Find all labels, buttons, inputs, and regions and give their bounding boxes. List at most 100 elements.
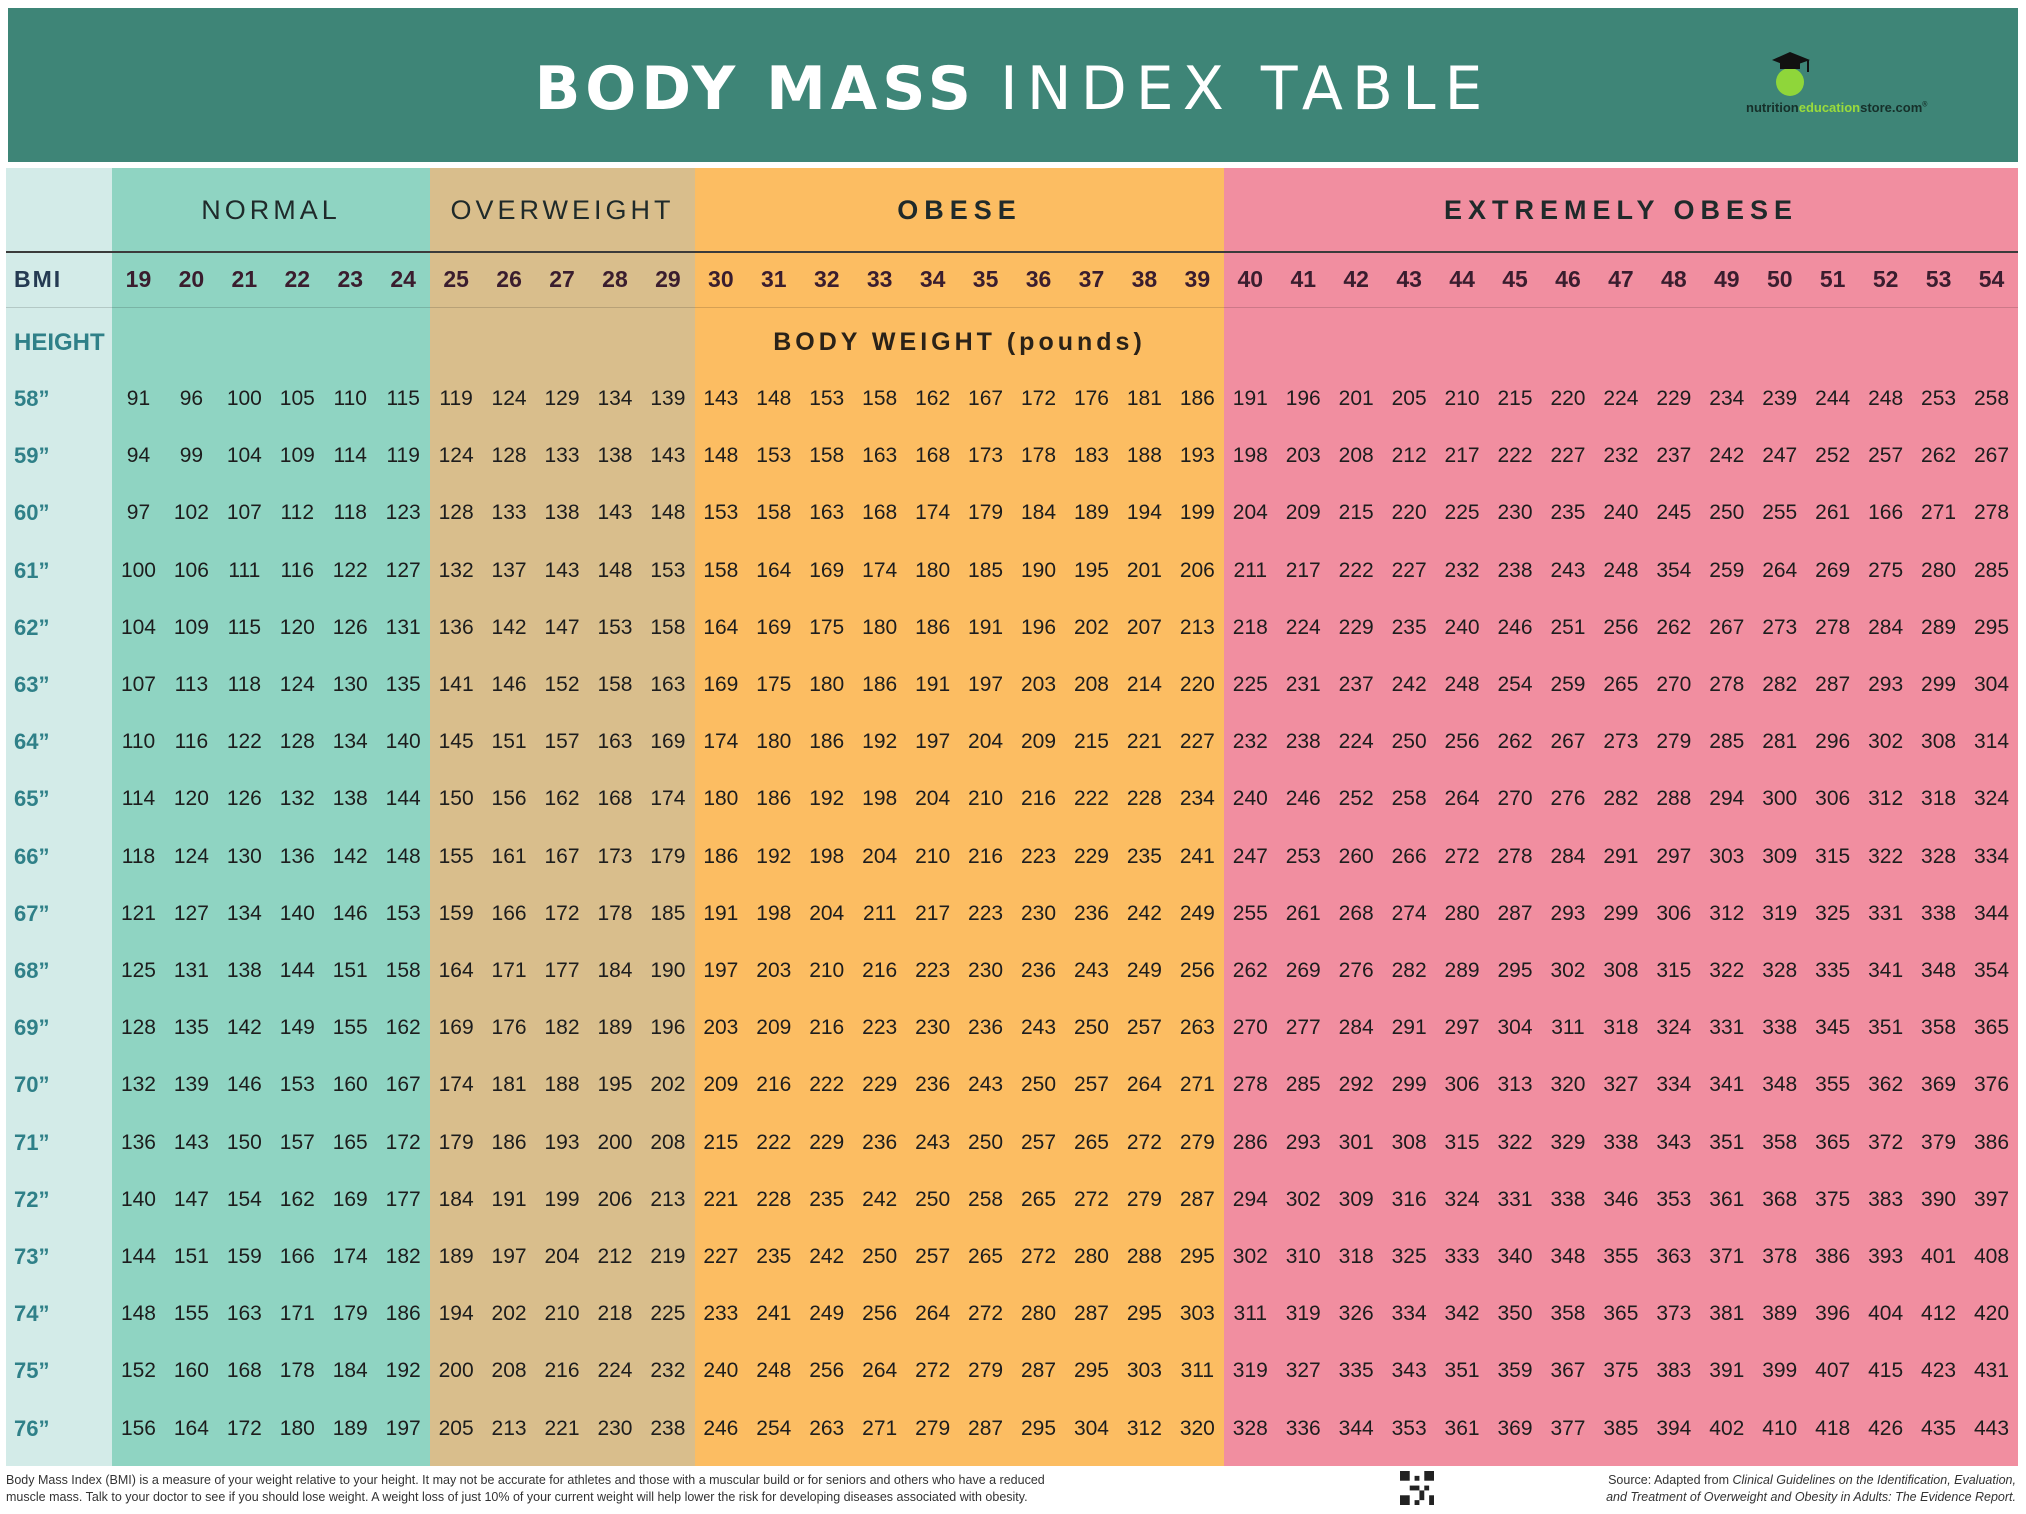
weight-cell: 243 [1073,959,1109,982]
weight-cell: 118 [121,844,156,868]
bmi-value: 49 [1714,266,1740,292]
weight-cell: 225 [650,1302,686,1326]
weight-cell: 312 [1126,1416,1162,1440]
weight-cell: 361 [1444,1416,1480,1440]
weight-cell: 168 [226,1359,262,1383]
height-value: 76” [14,1415,50,1441]
height-value: 60” [14,500,50,526]
weight-cell: 353 [1656,1187,1692,1211]
weight-cell: 179 [650,844,686,868]
weight-cell: 193 [1179,444,1215,468]
weight-cell: 150 [226,1130,262,1154]
weight-cell: 232 [650,1359,686,1383]
weight-cell: 144 [385,787,421,811]
weight-cell: 247 [1762,444,1798,468]
weight-cell: 146 [332,901,368,925]
weight-cell: 124 [173,844,209,868]
weight-cell: 217 [1444,444,1480,468]
bmi-value: 40 [1237,266,1264,292]
bmi-value: 37 [1078,266,1105,292]
weight-cell: 166 [1868,501,1904,525]
weight-cell: 359 [1497,1359,1533,1383]
weight-cell: 338 [1550,1187,1586,1211]
bmi-value: 24 [390,266,416,292]
weight-cell: 329 [1550,1130,1586,1154]
weight-cell: 236 [968,1016,1004,1040]
weight-cell: 188 [544,1073,580,1097]
weight-cell: 208 [1073,673,1109,696]
weight-cell: 259 [1550,673,1586,696]
weight-cell: 303 [1709,844,1745,868]
weight-cell: 176 [491,1016,527,1040]
weight-cell: 272 [915,1359,951,1383]
weight-cell: 386 [1815,1245,1851,1268]
weight-cell: 111 [228,558,261,582]
weight-cell: 201 [1338,387,1374,410]
weight-cell: 267 [1973,444,2010,468]
weight-cell: 389 [1762,1302,1798,1326]
weight-cell: 197 [491,1245,527,1268]
weight-cell: 336 [1285,1416,1321,1440]
weight-cell: 331 [1709,1016,1745,1040]
weight-cell: 240 [1603,501,1639,525]
weight-cell: 153 [703,501,739,525]
weight-cell: 144 [279,959,315,982]
weight-cell: 153 [279,1073,315,1097]
weight-cell: 267 [1550,730,1586,754]
weight-cell: 362 [1868,1073,1904,1097]
weight-cell: 143 [597,501,633,525]
weight-cell: 256 [1603,615,1639,639]
weight-cell: 333 [1444,1245,1480,1268]
weight-cell: 168 [862,501,898,525]
weight-cell: 280 [1020,1302,1057,1326]
weight-cell: 194 [438,1302,474,1326]
bmi-value: 29 [655,266,681,292]
weight-cell: 134 [226,901,262,925]
weight-cell: 393 [1868,1245,1904,1268]
weight-cell: 143 [703,387,739,410]
weight-cell: 310 [1285,1245,1321,1268]
weight-cell: 229 [1656,387,1692,410]
weight-cell: 130 [332,673,368,696]
weight-cell: 124 [438,444,474,468]
graduation-apple-icon [1772,52,1810,96]
weight-cell: 206 [597,1187,633,1211]
weight-cell: 258 [1973,387,2010,410]
weight-cell: 110 [333,387,367,410]
weight-cell: 328 [1232,1416,1268,1440]
weight-cell: 257 [1020,1130,1057,1154]
weight-cell: 278 [1815,615,1851,639]
weight-cell: 198 [756,901,792,925]
weight-cell: 289 [1444,959,1480,982]
weight-cell: 163 [650,673,686,696]
weight-cell: 122 [226,730,262,754]
weight-cell: 287 [1497,901,1533,925]
weight-cell: 304 [1973,673,2010,696]
bmi-value: 20 [178,266,205,292]
weight-cell: 175 [809,615,845,639]
weight-cell: 304 [1073,1416,1109,1440]
bmi-value: 48 [1661,266,1687,292]
weight-cell: 365 [1815,1130,1851,1154]
weight-cell: 276 [1338,959,1374,982]
weight-cell: 110 [121,730,156,754]
weight-cell: 167 [968,387,1004,410]
weight-cell: 163 [597,730,633,754]
weight-cell: 376 [1973,1073,2010,1097]
weight-cell: 234 [1709,387,1745,410]
weight-cell: 328 [1762,959,1798,982]
weight-cell: 250 [1709,501,1745,525]
weight-cell: 174 [650,787,686,811]
weight-cell: 365 [1603,1302,1639,1326]
weight-cell: 408 [1973,1245,2010,1268]
weight-cell: 401 [1921,1245,1957,1268]
weight-cell: 280 [1073,1245,1109,1268]
weight-cell: 342 [1444,1302,1480,1326]
weight-cell: 251 [1550,615,1586,639]
weight-cell: 118 [227,673,262,696]
weight-cell: 135 [173,1016,209,1040]
weight-cell: 199 [544,1187,580,1211]
weight-cell: 104 [226,444,262,468]
height-value: 73” [14,1244,50,1269]
weight-cell: 334 [1391,1302,1427,1326]
